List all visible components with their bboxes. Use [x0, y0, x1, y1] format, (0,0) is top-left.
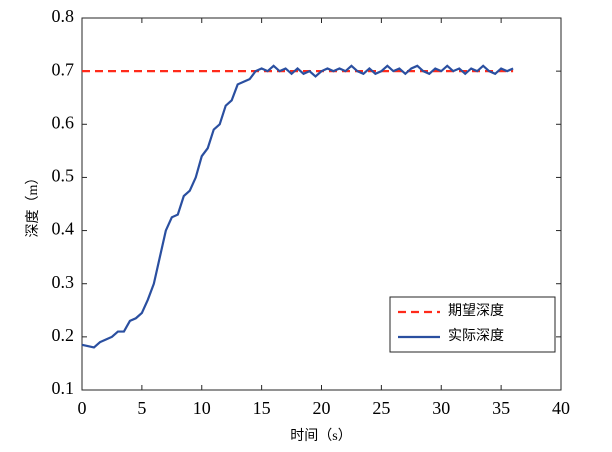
x-tick-label: 20 [313, 398, 331, 418]
x-tick-label: 10 [193, 398, 211, 418]
x-tick-label: 0 [78, 398, 87, 418]
y-tick-label: 0.4 [52, 219, 75, 239]
y-tick-label: 0.3 [52, 272, 75, 292]
x-tick-label: 25 [372, 398, 390, 418]
x-tick-label: 5 [137, 398, 146, 418]
data-line [81, 64, 514, 349]
x-tick-label: 30 [432, 398, 450, 418]
y-tick-label: 0.5 [52, 166, 75, 186]
y-tick-label: 0.1 [52, 378, 75, 398]
y-tick-label: 0.7 [52, 59, 75, 79]
x-tick-label: 40 [552, 398, 570, 418]
y-tick-label: 0.6 [52, 112, 75, 132]
legend-box [389, 296, 556, 353]
x-tick-label: 35 [492, 398, 510, 418]
legend-label: 实际深度 [448, 328, 504, 344]
legend-label: 期望深度 [448, 303, 504, 319]
x-tick-label: 15 [253, 398, 271, 418]
x-axis-label: 时间（s） [290, 428, 351, 444]
y-tick-label: 0.2 [52, 325, 75, 345]
y-axis-label: 深度（m） [25, 171, 41, 238]
y-tick-label: 0.8 [52, 6, 75, 26]
